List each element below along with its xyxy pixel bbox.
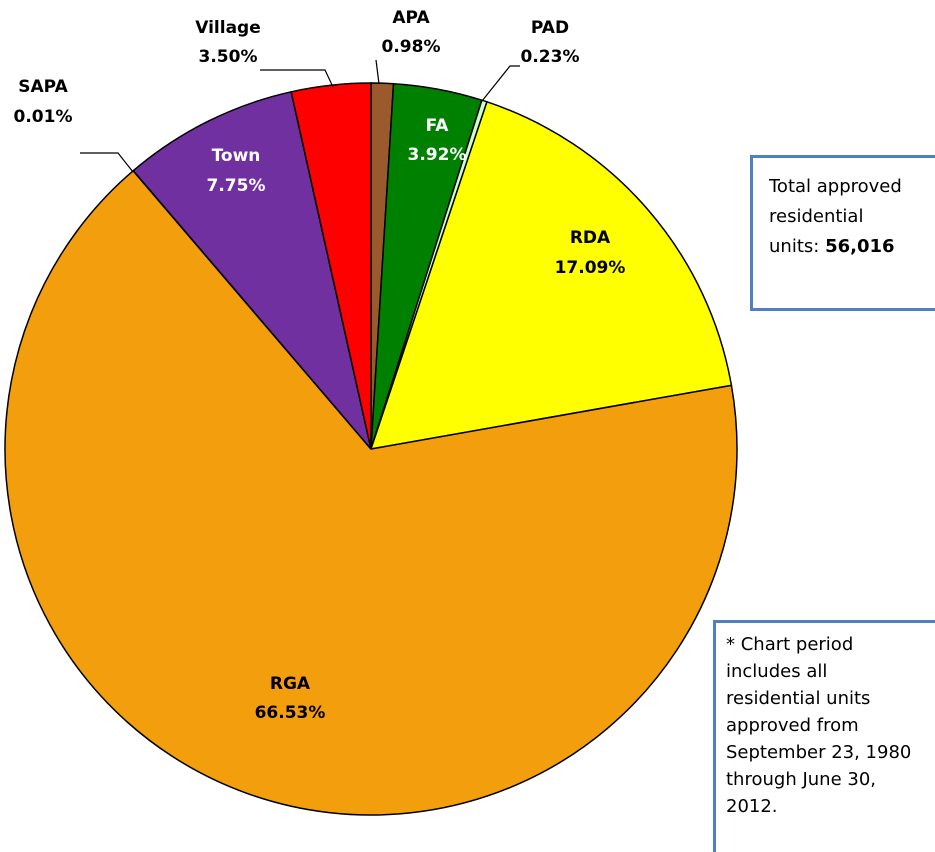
- leader-line: [80, 152, 134, 173]
- slice-label: Town: [212, 146, 261, 166]
- slice-label: PAD: [531, 18, 569, 38]
- slice-value-label: 3.50%: [199, 47, 258, 67]
- slice-label: APA: [392, 8, 430, 28]
- pie-slice: [290, 82, 372, 450]
- slice-label: Village: [195, 18, 261, 38]
- note-box: * Chart period includes all residential …: [713, 620, 935, 852]
- note: * Chart period includes all residential …: [726, 634, 912, 817]
- slice-label: SAPA: [18, 77, 68, 97]
- slice-value-label: 3.92%: [408, 145, 467, 165]
- leader-line: [375, 59, 380, 85]
- slice-value-label: 17.09%: [555, 258, 626, 278]
- slice-label: RGA: [270, 674, 311, 694]
- pie-slice: [369, 100, 733, 450]
- leader-line: [481, 65, 520, 102]
- slice-label: RDA: [570, 228, 611, 248]
- total-box: Total approved residential units: 56,016: [750, 155, 935, 311]
- pie-slice: [4, 169, 738, 816]
- total-label: Total approved residential units:: [769, 176, 902, 257]
- slice-value-label: 0.01%: [14, 107, 73, 127]
- slice-value-label: 66.53%: [255, 703, 326, 723]
- pie-slice: [132, 90, 372, 450]
- leader-line: [260, 69, 334, 88]
- slice-value-label: 0.98%: [382, 37, 441, 57]
- slice-value-label: 0.23%: [521, 47, 580, 67]
- slice-value-label: 7.75%: [207, 176, 266, 196]
- slice-label: FA: [426, 116, 450, 136]
- total-value: 56,016: [825, 236, 895, 257]
